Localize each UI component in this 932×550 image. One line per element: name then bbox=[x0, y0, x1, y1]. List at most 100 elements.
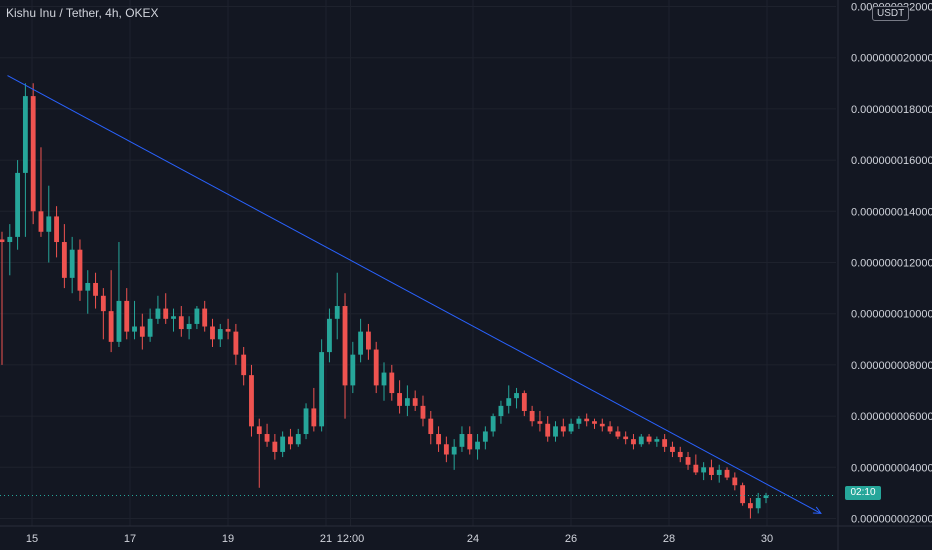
candle-body bbox=[662, 439, 668, 447]
candle-body bbox=[646, 436, 652, 442]
candle-body bbox=[545, 423, 551, 437]
candle-countdown-label: 02:10 bbox=[845, 486, 881, 500]
candle-body bbox=[381, 372, 387, 386]
candle-body bbox=[755, 498, 761, 509]
candle-body bbox=[22, 96, 28, 173]
candle-body bbox=[327, 318, 332, 353]
candle-body bbox=[467, 434, 473, 450]
candle-body bbox=[568, 423, 574, 432]
candle-body bbox=[147, 318, 153, 337]
candle-body bbox=[709, 467, 714, 475]
candle-body bbox=[69, 249, 75, 278]
candle-body bbox=[163, 308, 169, 319]
candle-body bbox=[15, 172, 21, 237]
candle-body bbox=[553, 426, 558, 437]
candle-body bbox=[116, 300, 122, 342]
candle-body bbox=[412, 398, 418, 406]
candle-body bbox=[54, 216, 59, 243]
candle-body bbox=[233, 331, 239, 355]
candle-body bbox=[670, 446, 675, 452]
candle-body bbox=[272, 441, 278, 452]
candle-body bbox=[46, 216, 52, 232]
time-axis-tick-label: 28 bbox=[663, 533, 675, 545]
price-axis-tick-label: 0.000000014000 bbox=[851, 206, 932, 218]
price-axis-tick-label: 0.000000010000 bbox=[851, 309, 932, 321]
price-axis-tick-label: 0.000000002000 bbox=[851, 514, 932, 526]
candle-body bbox=[100, 295, 106, 312]
candle-body bbox=[537, 421, 543, 424]
candle-body bbox=[334, 306, 340, 319]
candle-body bbox=[132, 326, 137, 332]
candle-body bbox=[30, 96, 36, 212]
time-axis-tick-label: 15 bbox=[26, 533, 38, 545]
candle-body bbox=[171, 316, 176, 319]
candle-body bbox=[319, 352, 325, 427]
trendline[interactable] bbox=[7, 75, 822, 514]
price-axis-tick-label: 0.000000004000 bbox=[851, 462, 932, 474]
candle-body bbox=[225, 329, 231, 332]
candle-body bbox=[631, 439, 636, 445]
candle-body bbox=[584, 418, 590, 422]
candle-body bbox=[311, 408, 317, 427]
time-axis-tick-label: 19 bbox=[222, 533, 234, 545]
candle-body bbox=[404, 398, 410, 406]
candle-body bbox=[436, 434, 441, 445]
candle-body bbox=[475, 441, 480, 450]
price-axis-tick-label: 0.000000012000 bbox=[851, 258, 932, 270]
time-axis-tick-label: 17 bbox=[124, 533, 136, 545]
price-axis-tick-label: 0.000000020000 bbox=[851, 53, 932, 65]
candle-body bbox=[623, 436, 629, 440]
candle-body bbox=[365, 331, 371, 350]
time-axis-tick-label: 12:00 bbox=[337, 533, 365, 545]
candle-body bbox=[638, 436, 644, 445]
candle-body bbox=[124, 300, 130, 332]
candle-body bbox=[155, 308, 161, 319]
candle-body bbox=[342, 306, 348, 386]
candle-body bbox=[677, 451, 683, 458]
candle-body bbox=[217, 329, 223, 340]
candle-body bbox=[280, 436, 286, 452]
candle-body bbox=[592, 421, 597, 424]
candle-body bbox=[93, 282, 98, 296]
candle-body bbox=[763, 495, 769, 499]
candle-body bbox=[288, 436, 293, 445]
candle-body bbox=[256, 426, 262, 435]
currency-unit-button[interactable]: USDT bbox=[872, 6, 910, 21]
candle-body bbox=[350, 354, 356, 386]
time-axis-tick-label: 26 bbox=[565, 533, 577, 545]
trendline-arrow-head bbox=[812, 506, 822, 514]
candle-body bbox=[607, 426, 613, 432]
candle-body bbox=[428, 418, 434, 435]
candle-body bbox=[186, 323, 192, 330]
candle-body bbox=[599, 423, 605, 427]
candle-body bbox=[747, 503, 753, 509]
candle-body bbox=[724, 469, 730, 478]
symbol-title: Kishu Inu / Tether, 4h, OKEX bbox=[6, 6, 159, 20]
candle-body bbox=[451, 446, 457, 455]
candle-body bbox=[241, 354, 247, 376]
candle-body bbox=[685, 457, 691, 465]
candle-body bbox=[716, 469, 722, 475]
candle-body bbox=[108, 311, 114, 342]
candle-body bbox=[701, 467, 707, 473]
candle-body bbox=[38, 211, 44, 232]
candle-body bbox=[615, 431, 621, 437]
candle-body bbox=[358, 331, 364, 355]
candle-body bbox=[560, 426, 566, 432]
price-axis-tick-label: 0.000000006000 bbox=[851, 411, 932, 423]
candle-body bbox=[498, 405, 504, 417]
candle-body bbox=[210, 326, 215, 340]
candle-body bbox=[139, 326, 145, 337]
candle-body bbox=[482, 431, 488, 442]
candle-body bbox=[529, 410, 535, 422]
candle-body bbox=[7, 236, 13, 243]
candle-body bbox=[249, 375, 254, 427]
time-axis-tick-label: 30 bbox=[761, 533, 773, 545]
candle-body bbox=[61, 242, 67, 278]
candle-body bbox=[514, 393, 519, 399]
candle-body bbox=[178, 316, 184, 330]
candle-body bbox=[77, 249, 83, 291]
candle-body bbox=[202, 308, 208, 327]
